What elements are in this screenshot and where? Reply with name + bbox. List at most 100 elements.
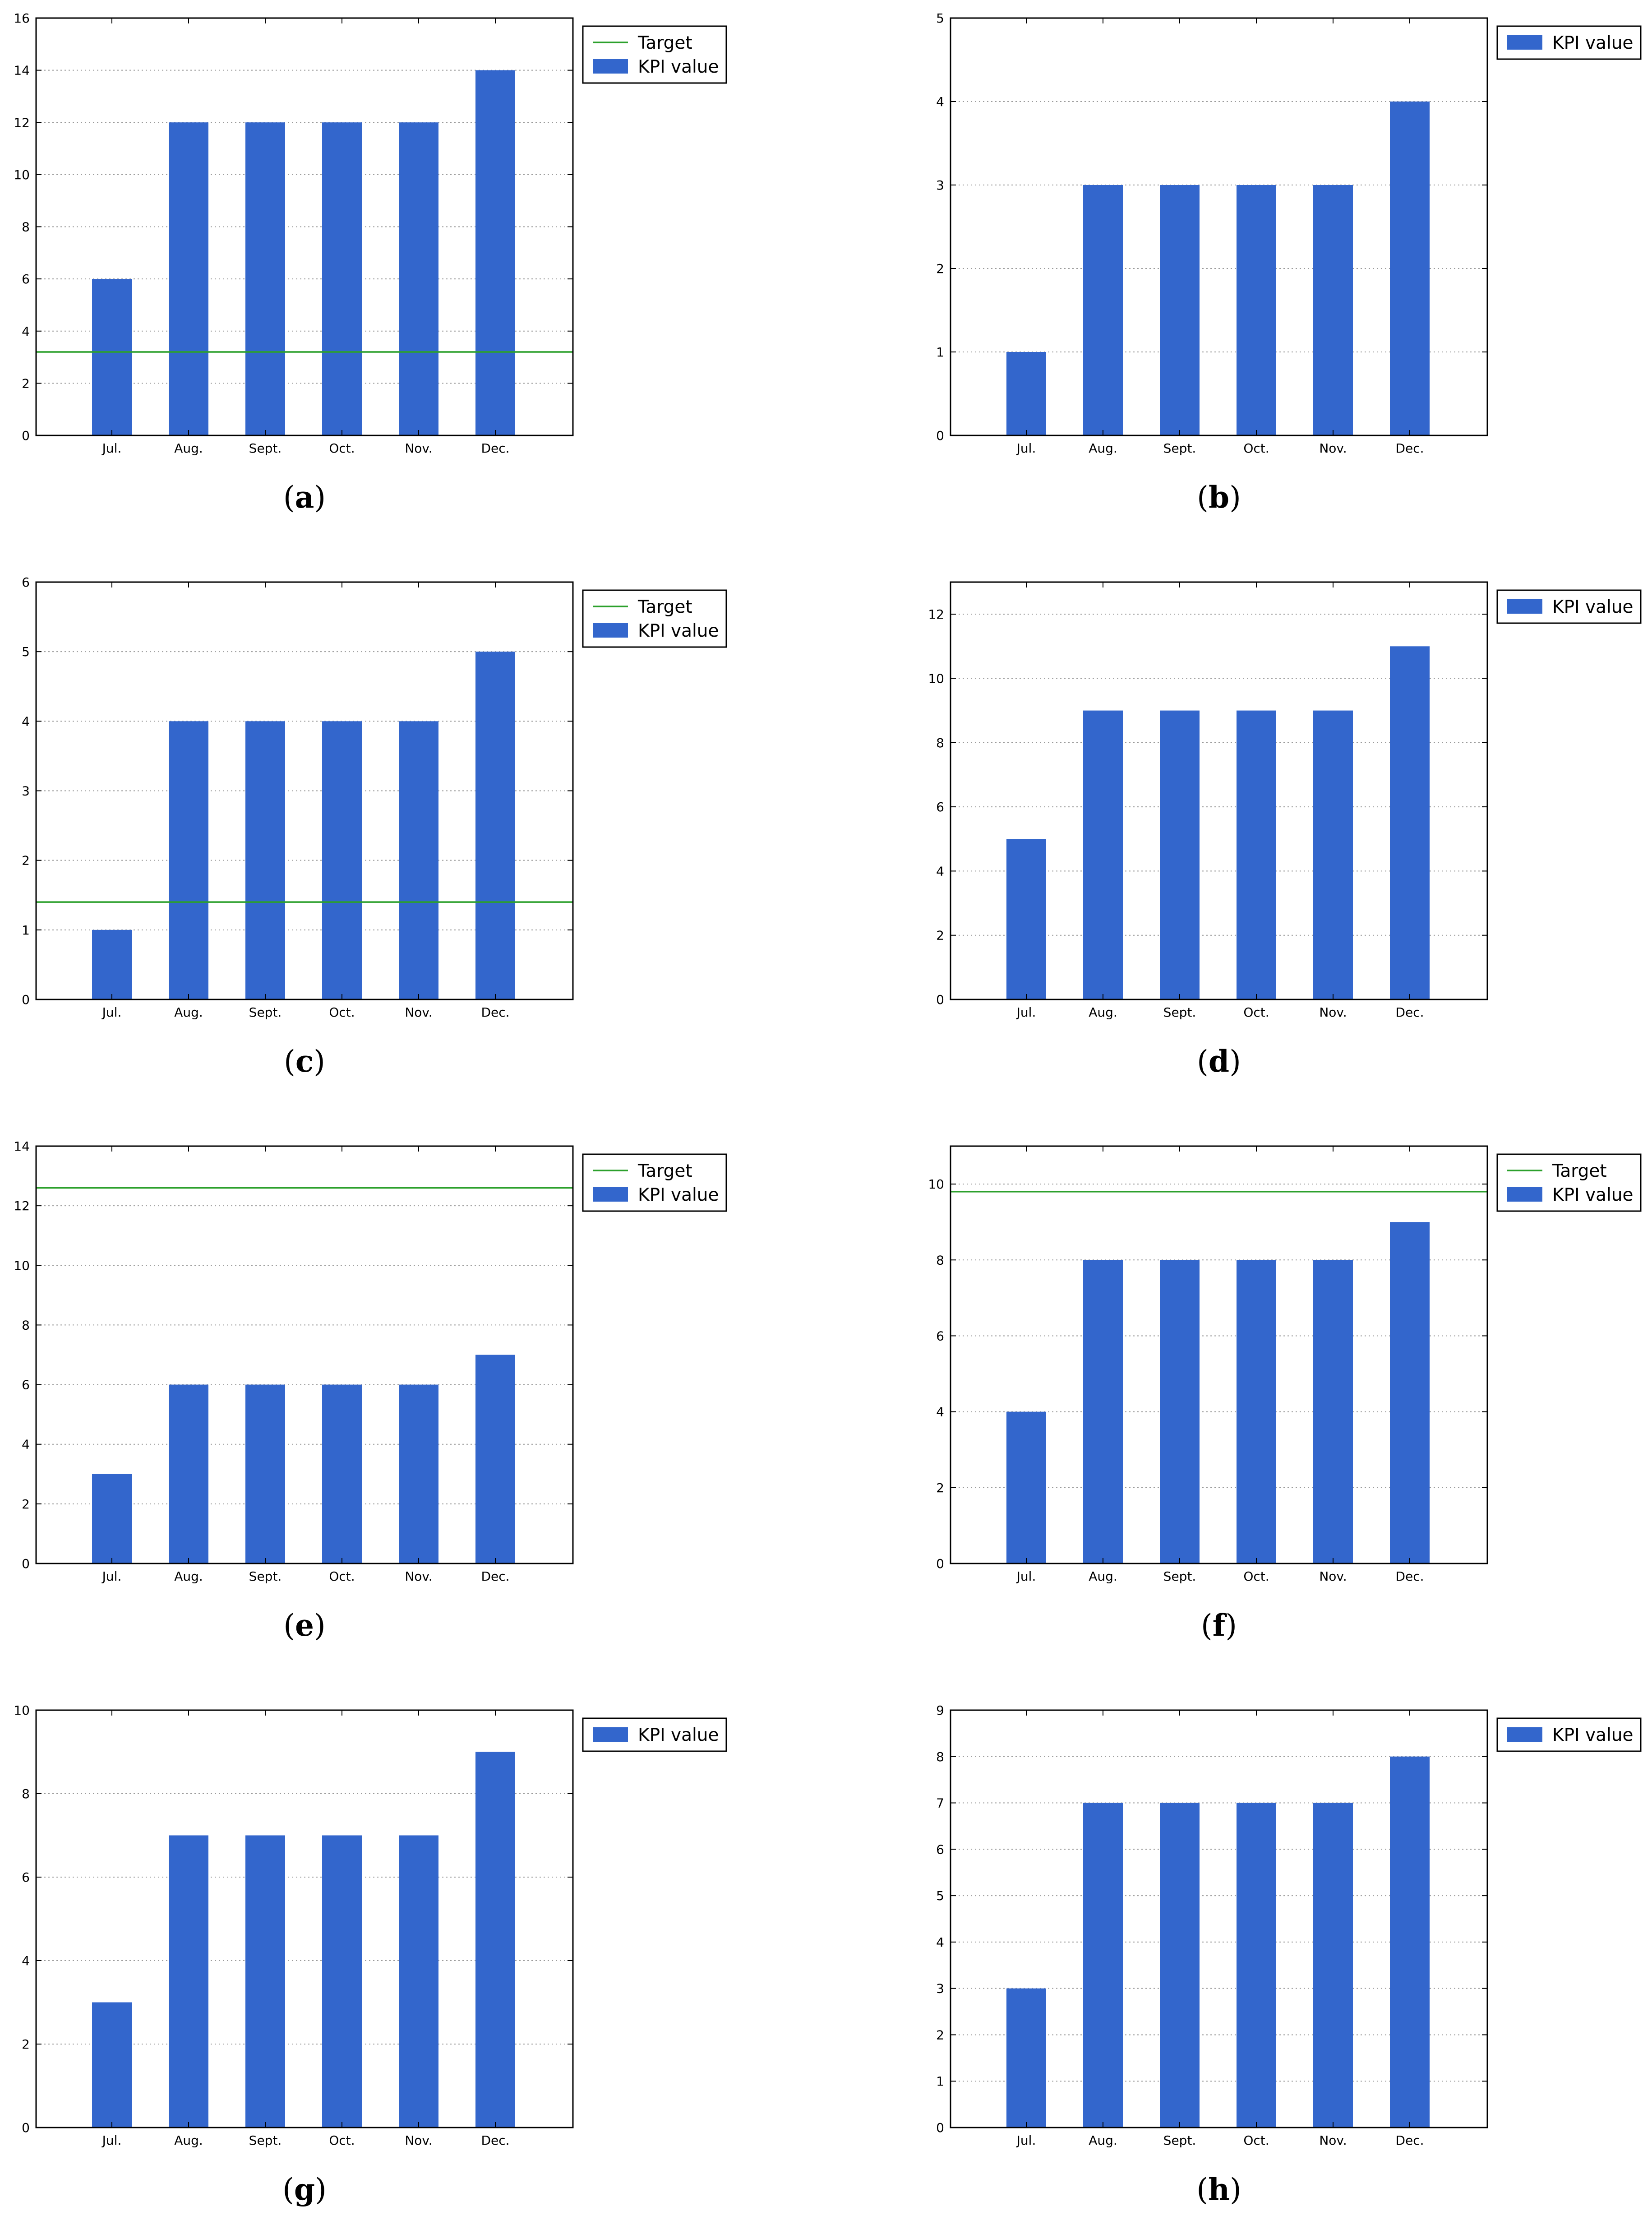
bar-aug <box>169 1384 208 1564</box>
bar-jul <box>1006 352 1046 435</box>
y-tick-label: 8 <box>936 735 944 750</box>
legend-label: KPI value <box>638 1725 719 1745</box>
y-tick-label: 1 <box>936 345 944 360</box>
legend-kpi-swatch <box>593 623 628 638</box>
bar-oct <box>1237 710 1276 999</box>
x-tick-label: Nov. <box>405 1569 432 1584</box>
x-tick-label: Oct. <box>1243 1569 1269 1584</box>
plot-frame <box>950 581 1488 1000</box>
bar-jul <box>92 930 132 999</box>
x-tick-label: Oct. <box>1243 1005 1269 1020</box>
chart-panel-d: 0 2 4 6 8 10 12 Jul. Aug. Sept. Oct. Nov. Dec. KPI va… <box>928 581 1642 1079</box>
x-tick-label: Jul. <box>102 1569 122 1584</box>
legend-label: KPI value <box>1552 1725 1634 1745</box>
y-tick-label: 5 <box>22 644 30 659</box>
x-tick-label: Sept. <box>1163 441 1196 456</box>
panel-caption: (c) <box>284 1044 325 1079</box>
y-tick-label: 0 <box>22 1556 30 1571</box>
chart-panel-g: 0 2 4 6 8 10 Jul. Aug. Sept. Oct. Nov. Dec. KPI valu… <box>14 1703 727 2207</box>
legend-label: KPI value <box>1552 33 1634 53</box>
bar-nov <box>399 721 438 999</box>
bar-dec <box>475 1752 515 2128</box>
y-tick-label: 2 <box>936 2027 944 2042</box>
x-tick-label: Oct. <box>329 441 355 456</box>
x-tick-label: Jul. <box>1016 441 1036 456</box>
x-tick-label: Aug. <box>174 1569 203 1584</box>
x-tick-label: Aug. <box>174 2133 203 2148</box>
y-tick-label: 12 <box>928 607 944 622</box>
legend-kpi-swatch <box>1507 599 1542 614</box>
legend-label: KPI value <box>1552 1185 1634 1205</box>
x-tick-label: Nov. <box>1319 2133 1347 2148</box>
y-tick-label: 4 <box>936 1935 944 1950</box>
x-tick-label: Jul. <box>102 2133 122 2148</box>
y-tick-label: 4 <box>936 864 944 879</box>
bar-dec <box>1390 1222 1430 1564</box>
x-tick-label: Dec. <box>1395 2133 1424 2148</box>
bar-aug <box>169 1835 208 2128</box>
panel-caption: (e) <box>283 1608 326 1643</box>
bar-oct <box>322 721 362 999</box>
chart-panel-h: 0 1 2 3 4 5 6 7 8 9 Jul. Aug. Sept. Oct. Nov. Dec. KPI v… <box>936 1703 1642 2207</box>
bar-aug <box>1083 710 1123 999</box>
y-tick-label: 8 <box>936 1749 944 1764</box>
x-tick-label: Nov. <box>405 1005 432 1020</box>
bar-dec <box>1390 102 1430 435</box>
x-tick-label: Aug. <box>1089 441 1117 456</box>
x-tick-label: Sept. <box>249 441 282 456</box>
y-tick-label: 3 <box>22 784 30 799</box>
y-tick-label: 5 <box>936 1888 944 1903</box>
y-tick-label: 5 <box>936 11 944 26</box>
bar-aug <box>169 122 208 435</box>
y-tick-label: 0 <box>22 2120 30 2135</box>
y-tick-label: 2 <box>936 1480 944 1495</box>
bar-sept <box>245 1835 285 2128</box>
x-tick-label: Aug. <box>1089 1005 1117 1020</box>
legend-label: Target <box>637 597 692 617</box>
y-tick-label: 2 <box>936 261 944 276</box>
bar-aug <box>1083 1803 1123 2128</box>
x-tick-label: Dec. <box>1395 1005 1424 1020</box>
y-tick-label: 9 <box>936 1703 944 1718</box>
plot-frame <box>950 17 1488 436</box>
x-tick-label: Jul. <box>1016 1569 1036 1584</box>
x-tick-label: Nov. <box>405 2133 432 2148</box>
x-tick-label: Aug. <box>174 441 203 456</box>
legend-kpi-swatch <box>1507 1187 1542 1202</box>
y-tick-label: 8 <box>22 220 30 235</box>
y-tick-label: 0 <box>936 428 944 443</box>
legend-label: Target <box>637 1161 692 1181</box>
panel-caption: (d) <box>1197 1044 1241 1079</box>
x-tick-label: Sept. <box>249 1005 282 1020</box>
bar-dec <box>475 70 515 435</box>
bar-dec <box>475 1355 515 1564</box>
x-tick-label: Jul. <box>1016 1005 1036 1020</box>
bar-jul <box>92 1474 132 1564</box>
y-tick-label: 6 <box>936 800 944 814</box>
legend-kpi-swatch <box>593 1727 628 1742</box>
bar-oct <box>1237 1260 1276 1564</box>
y-tick-label: 16 <box>14 11 30 26</box>
chart-panel-e: 0 2 4 6 8 10 12 14 Jul. Aug. Sept. Oct. Nov. Dec. Targ… <box>14 1139 727 1643</box>
x-tick-label: Oct. <box>329 1569 355 1584</box>
y-tick-label: 14 <box>14 63 30 78</box>
chart-panel-c: 0 1 2 3 4 5 6 Jul. Aug. Sept. Oct. Nov. Dec. Target KP… <box>22 575 727 1079</box>
y-tick-label: 7 <box>936 1796 944 1811</box>
y-tick-label: 8 <box>936 1253 944 1267</box>
x-tick-label: Dec. <box>1395 441 1424 456</box>
y-tick-label: 10 <box>14 167 30 182</box>
y-tick-label: 6 <box>936 1328 944 1343</box>
legend-label: KPI value <box>638 57 719 77</box>
y-tick-label: 6 <box>22 1378 30 1392</box>
legend-label: KPI value <box>1552 597 1634 617</box>
y-tick-label: 6 <box>22 1870 30 1885</box>
y-tick-label: 4 <box>22 714 30 729</box>
bar-nov <box>399 1384 438 1564</box>
bar-dec <box>1390 646 1430 999</box>
y-tick-label: 10 <box>14 1703 30 1718</box>
bar-oct <box>322 1835 362 2128</box>
plot-frame <box>35 1145 574 1564</box>
legend-label: KPI value <box>638 1185 719 1205</box>
chart-panel-b: 0 1 2 3 4 5 Jul. Aug. Sept. Oct. Nov. Dec. KPI value… <box>936 11 1642 515</box>
